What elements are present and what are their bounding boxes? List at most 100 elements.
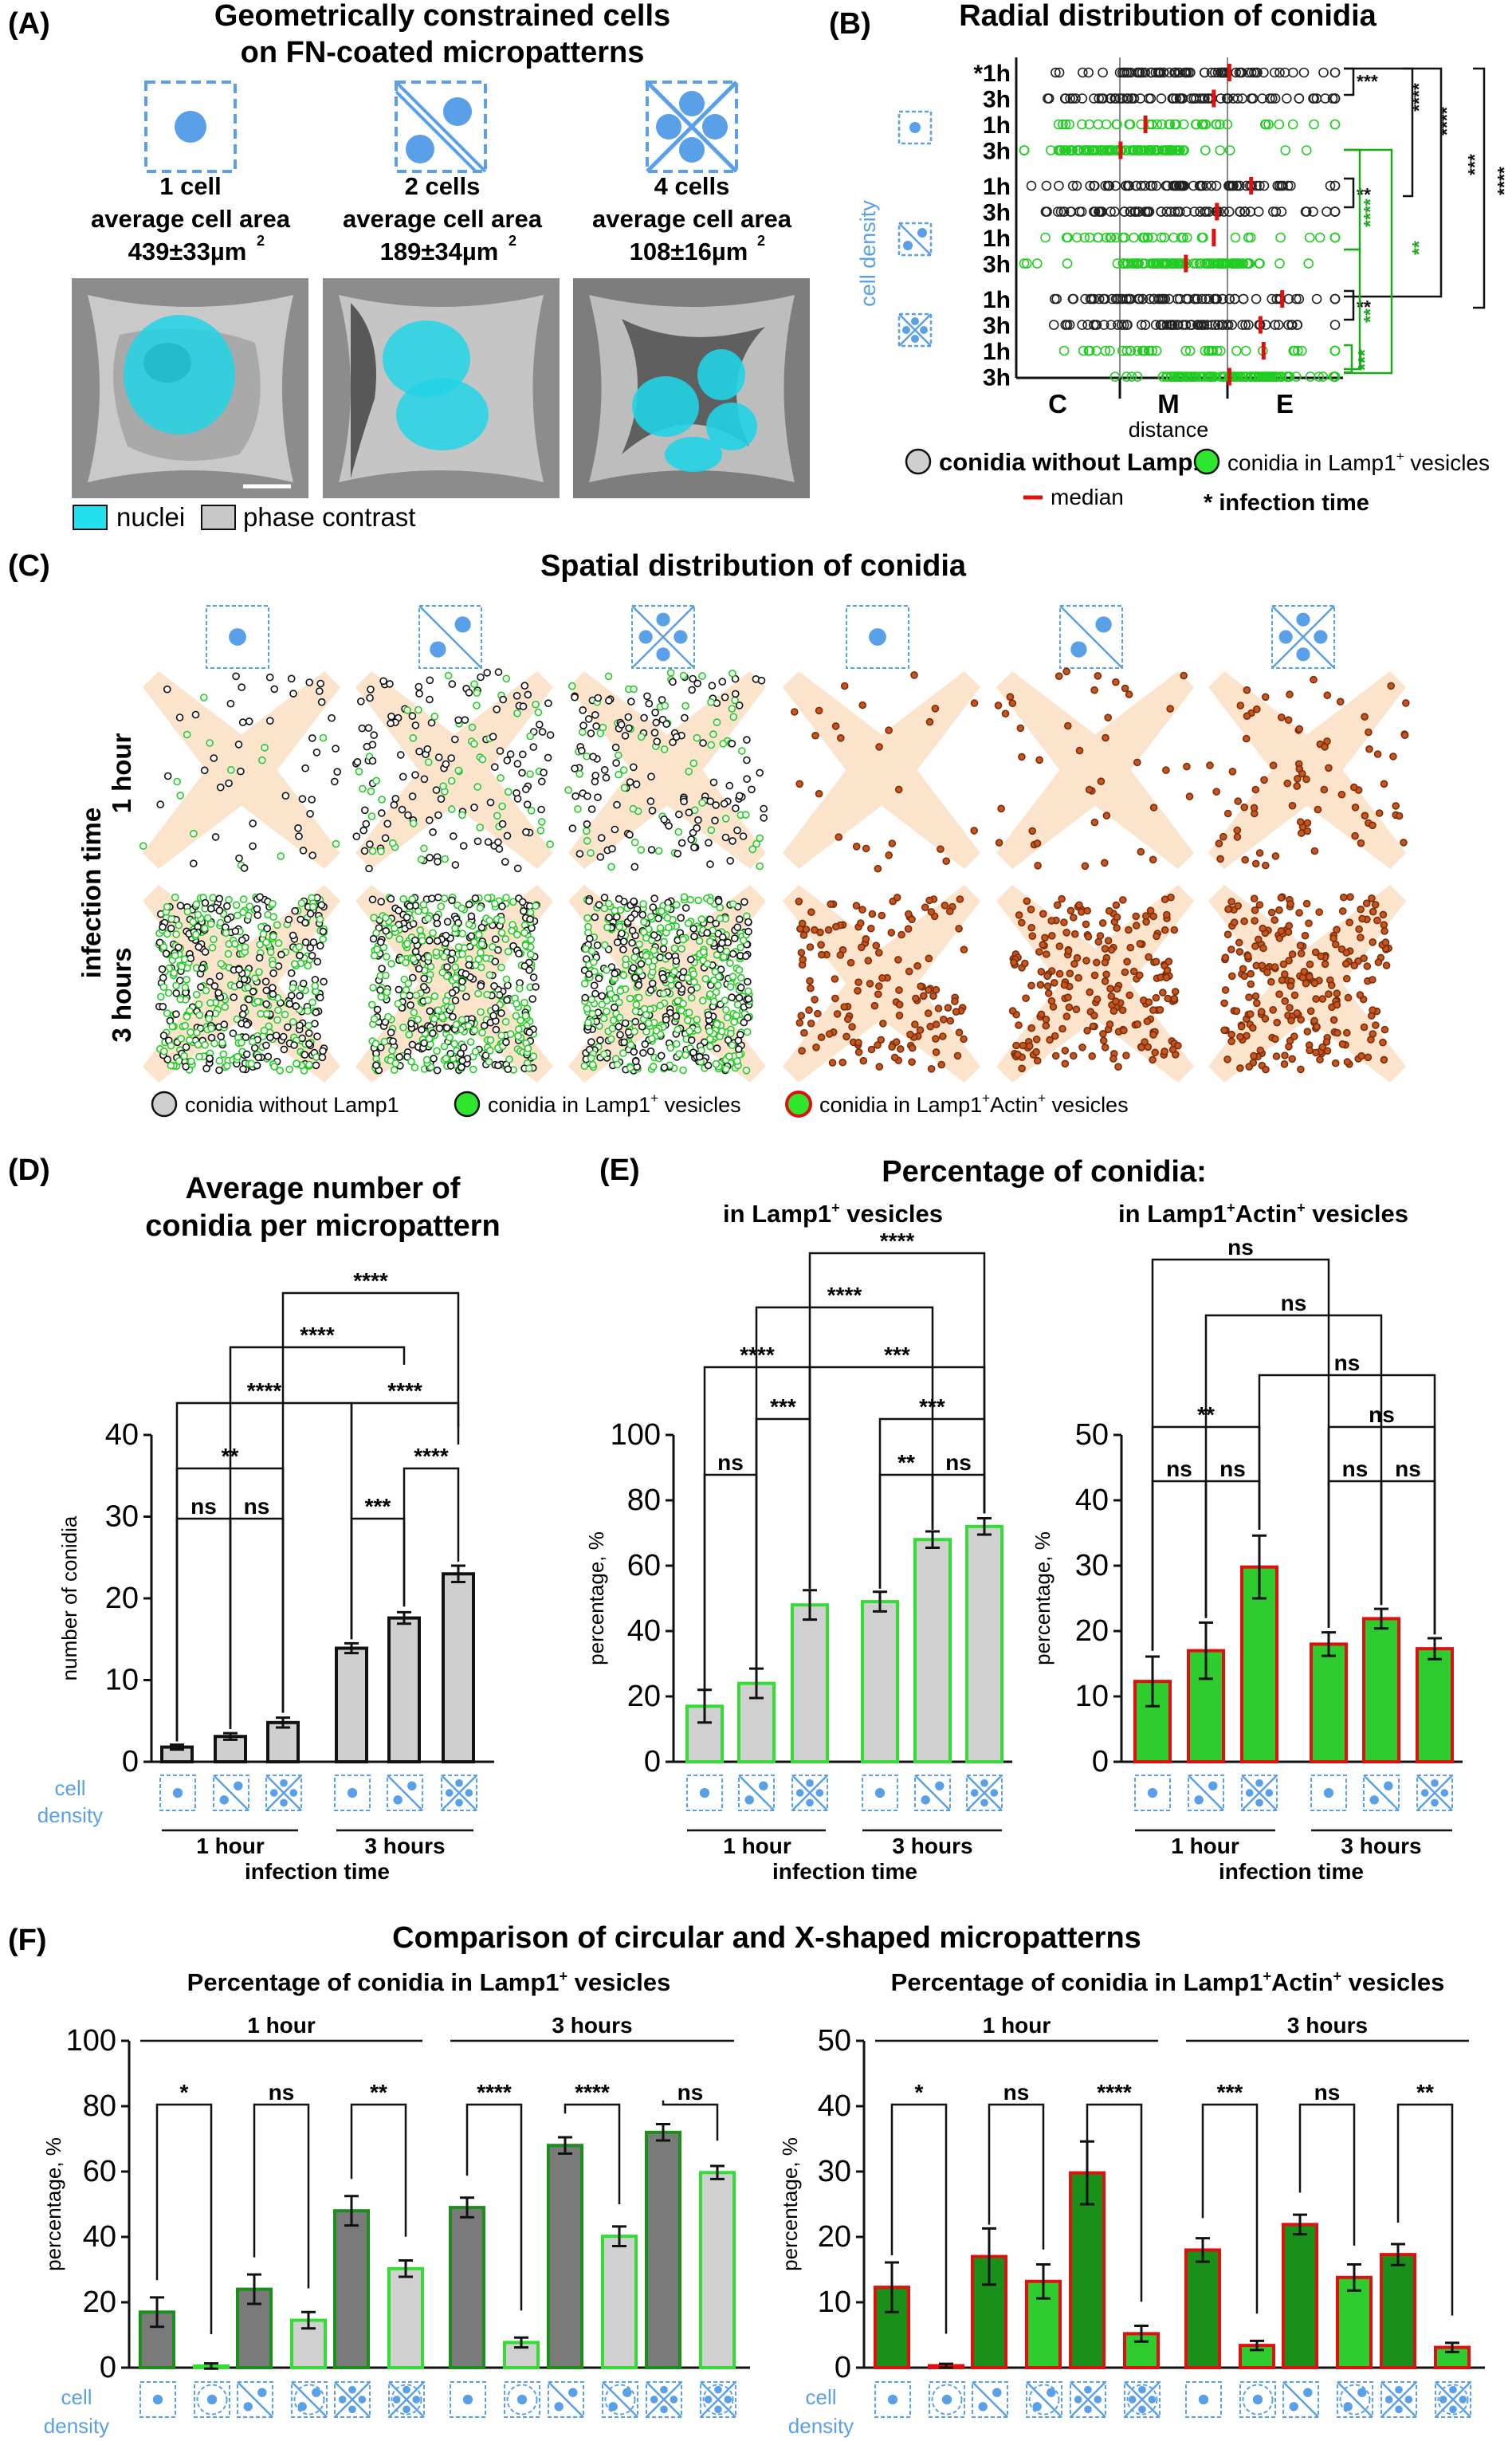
conidium-dot bbox=[432, 914, 441, 922]
svg-text:****: **** bbox=[1408, 83, 1429, 112]
conidium-dot bbox=[1170, 995, 1179, 1003]
conidium-dot bbox=[995, 839, 1003, 847]
conidium-dot bbox=[476, 823, 485, 831]
one-pattern-icon bbox=[874, 2381, 911, 2418]
conidium-dot bbox=[419, 901, 428, 909]
radial-point bbox=[1157, 119, 1167, 130]
conidium-dot bbox=[537, 805, 545, 814]
conidium-dot bbox=[635, 940, 644, 949]
radial-point bbox=[1106, 320, 1117, 330]
conidium-dot bbox=[492, 1025, 501, 1034]
bar bbox=[449, 2206, 485, 2370]
conidium-dot bbox=[731, 696, 739, 705]
conidium-dot bbox=[247, 1059, 256, 1068]
conidium-dot bbox=[180, 955, 189, 964]
conidium-dot bbox=[376, 938, 385, 946]
radial-point bbox=[1308, 93, 1318, 104]
conidium-dot bbox=[313, 1032, 321, 1040]
radial-point bbox=[1294, 93, 1305, 104]
radial-point bbox=[1140, 67, 1151, 78]
conidium-dot bbox=[194, 1000, 203, 1008]
conidium-dot bbox=[708, 682, 717, 690]
conidium-dot bbox=[1082, 920, 1090, 929]
conidium-dot bbox=[587, 805, 596, 813]
significance-label: ns bbox=[190, 1494, 217, 1519]
icon-frame bbox=[1134, 1775, 1171, 1811]
icon-divider bbox=[265, 1775, 302, 1811]
conidium-dot bbox=[571, 693, 579, 702]
conidium-dot bbox=[1263, 968, 1271, 977]
icon-cell bbox=[921, 1795, 930, 1805]
conidium-dot bbox=[225, 895, 233, 904]
icon-cell bbox=[1314, 630, 1328, 644]
four-pattern-icon bbox=[646, 2381, 682, 2418]
icon-cell bbox=[455, 1779, 463, 1787]
icon-frame bbox=[1239, 2381, 1276, 2418]
conidium-dot bbox=[429, 929, 437, 937]
radial-point bbox=[1318, 371, 1329, 382]
conidium-dot bbox=[591, 771, 600, 780]
conidium-dot bbox=[454, 766, 463, 775]
conidium-dot bbox=[674, 827, 683, 836]
conidium-dot bbox=[662, 720, 671, 729]
conidium-dot bbox=[1149, 1055, 1157, 1064]
conidium-dot bbox=[215, 1056, 224, 1065]
conidium-dot bbox=[733, 923, 742, 931]
conidium-dot bbox=[425, 816, 434, 824]
conidium-dot bbox=[409, 820, 418, 827]
conidium-dot bbox=[425, 937, 434, 945]
conidium-dot bbox=[399, 894, 408, 903]
radial-point bbox=[1116, 320, 1127, 330]
conidium-dot bbox=[797, 1012, 806, 1020]
y-tick-label: 80 bbox=[627, 1484, 661, 1517]
conidium-dot bbox=[654, 847, 663, 855]
conidium-dot bbox=[1136, 971, 1144, 980]
conidium-dot bbox=[518, 750, 527, 759]
conidium-dot bbox=[997, 804, 1005, 813]
radial-point bbox=[1198, 232, 1208, 243]
conidium-dot bbox=[237, 767, 245, 776]
radial-point bbox=[1263, 119, 1274, 130]
conidium-dot bbox=[274, 939, 283, 947]
icon-cell bbox=[152, 2394, 163, 2405]
significance-label: ns bbox=[1227, 1235, 1254, 1260]
radial-point bbox=[1329, 293, 1341, 305]
conidium-dot bbox=[1101, 958, 1109, 967]
conidium-dot bbox=[1034, 862, 1042, 870]
spatial-map bbox=[564, 668, 768, 871]
radial-point bbox=[1074, 206, 1085, 217]
conidium-dot bbox=[580, 980, 589, 988]
conidium-dot bbox=[844, 1015, 852, 1024]
conidium-dot bbox=[1247, 969, 1255, 978]
radial-point bbox=[1212, 67, 1223, 78]
icon-frame bbox=[194, 2381, 230, 2418]
conidium-dot bbox=[1106, 1020, 1114, 1028]
conidium-dot bbox=[732, 1012, 740, 1020]
icon-cell bbox=[1252, 2394, 1263, 2405]
conidium-dot bbox=[1083, 906, 1091, 915]
radial-point bbox=[1184, 345, 1196, 356]
conidium-dot bbox=[449, 832, 458, 840]
two-pattern-icon bbox=[738, 1775, 775, 1811]
conidium-dot bbox=[1032, 1036, 1041, 1044]
conidium-dot bbox=[490, 763, 499, 772]
conidium-dot bbox=[1054, 672, 1063, 681]
conidium-dot bbox=[1049, 1003, 1058, 1011]
conidium-dot bbox=[466, 1038, 475, 1046]
svg-text:****: **** bbox=[1494, 167, 1512, 195]
conidium-dot bbox=[1088, 1052, 1096, 1060]
c-legend-in: conidia in Lamp1+ vesicles bbox=[488, 1091, 741, 1117]
icon-cell bbox=[568, 2388, 578, 2397]
radial-point bbox=[1156, 67, 1166, 78]
conidium-dot bbox=[867, 1045, 876, 1054]
conidium-dot bbox=[391, 1059, 400, 1067]
conidium-dot bbox=[595, 974, 603, 983]
conidium-dot bbox=[615, 894, 623, 903]
radial-point bbox=[1235, 67, 1247, 78]
conidium-dot bbox=[1083, 1027, 1091, 1035]
conidium-dot bbox=[703, 929, 712, 937]
conidium-dot bbox=[301, 938, 310, 946]
conidium-dot bbox=[446, 1062, 455, 1070]
conidium-dot bbox=[259, 930, 268, 938]
